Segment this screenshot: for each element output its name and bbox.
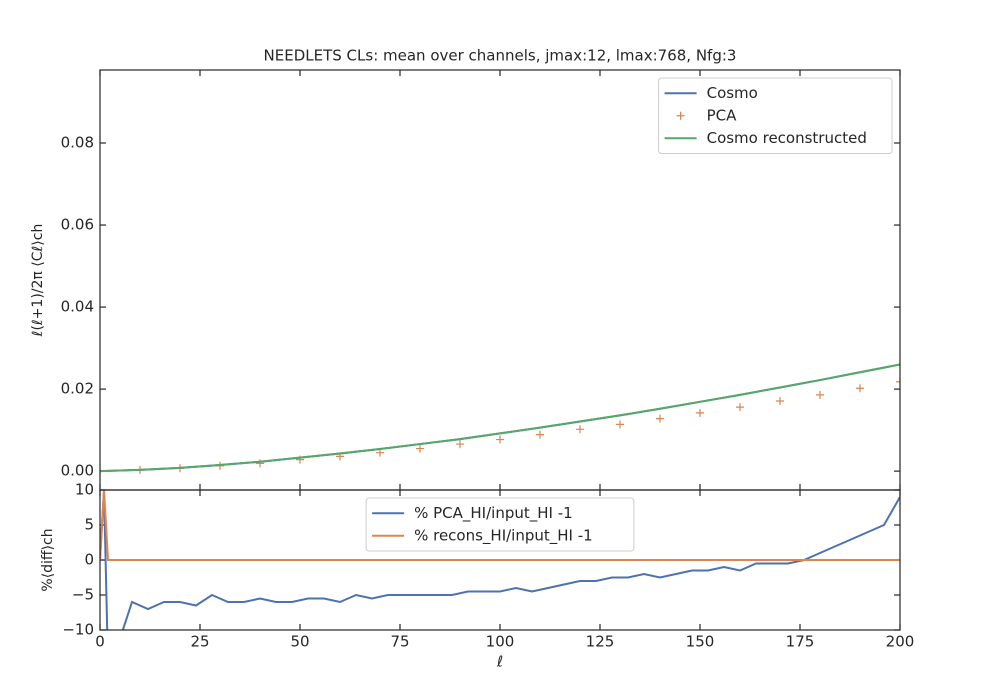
legend-label: PCA	[707, 106, 738, 124]
x-tick-label: 200	[886, 633, 915, 651]
legend-label: Cosmo reconstructed	[707, 129, 867, 147]
y-tick-label: 0.02	[61, 380, 94, 398]
x-tick-label: 0	[95, 633, 105, 651]
legend-box	[365, 497, 635, 552]
y-tick-label: 0.06	[61, 216, 94, 234]
y-tick-label: −5	[72, 586, 94, 604]
data-line	[100, 363, 900, 473]
data-point	[736, 403, 744, 412]
x-tick-label: 100	[486, 633, 515, 651]
axes-frame	[99, 489, 901, 631]
data-point	[896, 377, 900, 386]
x-tick-label: 125	[586, 633, 615, 651]
plot-area	[100, 490, 900, 630]
data-line	[100, 490, 900, 630]
legend-label: % PCA_HI/input_HI -1	[414, 504, 573, 523]
data-point	[656, 414, 664, 423]
x-axis-label: ℓ	[496, 653, 503, 671]
data-point	[256, 459, 264, 468]
y-tick-label: 0.04	[61, 298, 94, 316]
y-axis-label: %⟨diff⟩ch	[40, 528, 56, 591]
y-tick-label: 0.00	[61, 462, 94, 480]
y-tick-label: 5	[84, 516, 94, 534]
y-tick-label: −10	[62, 621, 94, 639]
data-point	[536, 430, 544, 439]
y-axis-label: ℓ(ℓ+1)/2π ⟨Cℓ⟩ch	[30, 224, 46, 338]
data-point	[496, 435, 504, 444]
y-tick-label: 0.08	[61, 134, 94, 152]
legend-label: Cosmo	[707, 84, 758, 102]
data-point	[696, 408, 704, 417]
y-tick-label: 0	[84, 551, 94, 569]
plot-area	[100, 363, 900, 476]
data-line	[100, 490, 900, 561]
legend-marker	[676, 111, 685, 120]
legend-box	[658, 77, 893, 154]
legend-label: % recons_HI/input_HI -1	[414, 526, 593, 545]
data-point	[816, 390, 824, 399]
x-tick-label: 25	[190, 633, 209, 651]
data-point	[776, 396, 784, 405]
x-tick-label: 75	[390, 633, 409, 651]
x-tick-label: 150	[686, 633, 715, 651]
chart-title: NEEDLETS CLs: mean over channels, jmax:1…	[264, 47, 737, 65]
data-point	[376, 448, 384, 457]
data-point	[856, 384, 864, 393]
data-point	[576, 425, 584, 434]
x-tick-label: 175	[786, 633, 815, 651]
data-line	[100, 363, 900, 473]
data-point	[616, 420, 624, 429]
data-point	[416, 444, 424, 453]
data-point	[456, 440, 464, 449]
y-tick-label: 10	[75, 481, 94, 499]
x-tick-label: 50	[290, 633, 309, 651]
